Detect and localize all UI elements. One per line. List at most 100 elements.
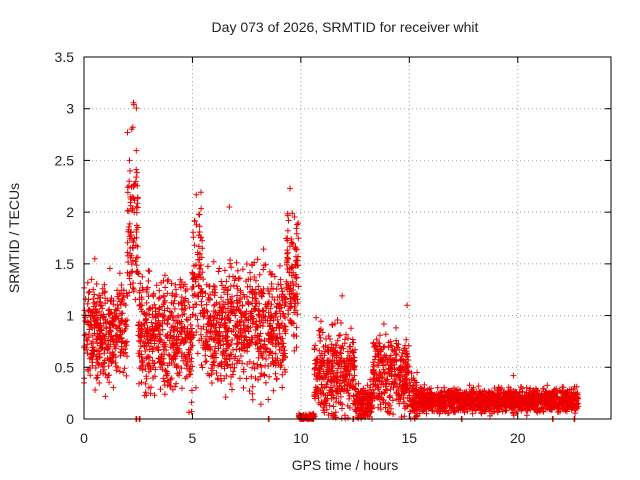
- data-point: [178, 318, 185, 325]
- data-point: [227, 381, 234, 387]
- data-point: [108, 333, 115, 340]
- data-point: [161, 391, 168, 398]
- x-tick-label: 0: [80, 430, 88, 446]
- data-point: [143, 289, 150, 295]
- y-axis-label: SRMTID / TECUs: [6, 183, 22, 293]
- data-point: [276, 330, 283, 337]
- data-point: [269, 350, 275, 357]
- data-point: [109, 315, 116, 322]
- y-tick-labels: 0 0.5 1 1.5 2 2.5 3 3.5: [55, 49, 75, 427]
- data-point: [234, 283, 240, 290]
- data-point: [260, 307, 267, 314]
- data-point: [523, 412, 530, 419]
- data-point: [160, 313, 167, 320]
- data-point: [156, 304, 163, 311]
- data-point: [147, 305, 154, 312]
- data-point: [200, 313, 207, 320]
- data-point: [215, 268, 222, 275]
- data-point: [210, 317, 217, 324]
- data-point: [101, 366, 108, 373]
- data-point: [171, 361, 178, 368]
- data-point: [164, 290, 171, 297]
- data-point: [327, 336, 333, 342]
- data-point: [195, 282, 202, 289]
- data-point: [119, 310, 126, 317]
- data-point: [124, 239, 131, 246]
- data-point: [234, 267, 241, 274]
- data-point: [265, 396, 272, 403]
- data-point: [292, 307, 299, 314]
- data-point: [233, 259, 240, 266]
- data-point: [88, 276, 95, 283]
- data-point: [129, 207, 136, 213]
- data-point: [217, 342, 224, 349]
- data-point: [134, 204, 141, 211]
- data-point: [252, 321, 259, 328]
- data-point: [258, 289, 265, 296]
- data-point: [171, 305, 178, 312]
- data-point: [243, 344, 250, 351]
- data-point: [106, 379, 113, 386]
- data-point: [156, 331, 163, 338]
- data-point: [285, 311, 292, 318]
- data-point: [193, 273, 200, 280]
- data-point: [234, 285, 241, 292]
- data-point: [172, 293, 179, 300]
- data-point: [133, 105, 140, 112]
- data-point: [216, 330, 223, 336]
- data-point: [253, 295, 260, 302]
- data-point: [221, 375, 228, 382]
- data-point: [244, 340, 251, 347]
- data-point: [274, 294, 281, 301]
- data-point: [162, 341, 169, 348]
- data-point: [160, 375, 167, 382]
- data-point: [151, 301, 158, 308]
- data-point: [179, 350, 185, 357]
- y-tick-label: 3.5: [55, 49, 75, 65]
- data-point: [101, 281, 108, 288]
- data-point: [221, 365, 228, 372]
- data-point: [213, 328, 220, 335]
- data-point: [189, 342, 196, 349]
- data-point: [207, 291, 214, 298]
- data-point: [192, 278, 199, 285]
- data-point: [129, 194, 136, 200]
- data-point: [249, 396, 256, 403]
- data-point: [125, 224, 132, 230]
- data-point: [190, 332, 197, 339]
- data-point: [119, 338, 126, 345]
- data-point: [119, 296, 126, 303]
- data-point: [134, 243, 141, 250]
- data-point: [256, 300, 263, 307]
- data-point: [137, 280, 144, 287]
- data-point: [142, 380, 149, 387]
- data-point: [210, 359, 217, 366]
- data-point: [243, 375, 250, 382]
- data-point: [179, 306, 185, 313]
- data-point: [222, 332, 229, 339]
- data-point: [131, 197, 138, 204]
- data-point: [100, 311, 107, 318]
- data-point: [202, 352, 209, 359]
- data-point: [377, 332, 383, 339]
- data-point: [216, 301, 223, 307]
- data-point: [228, 264, 235, 271]
- data-point: [172, 324, 179, 330]
- data-point: [268, 301, 275, 308]
- data-point: [214, 376, 221, 383]
- data-point: [193, 329, 200, 335]
- data-point: [273, 376, 280, 383]
- data-point: [209, 289, 216, 295]
- data-point: [171, 297, 178, 304]
- data-point: [199, 237, 206, 244]
- data-point: [239, 302, 246, 309]
- data-point: [284, 227, 291, 234]
- data-point: [156, 323, 163, 330]
- data-point: [136, 380, 142, 387]
- data-point: [139, 284, 146, 291]
- data-point: [242, 327, 249, 334]
- data-point: [285, 217, 292, 224]
- data-point: [220, 298, 227, 305]
- data-point: [96, 327, 103, 334]
- data-point: [195, 243, 202, 250]
